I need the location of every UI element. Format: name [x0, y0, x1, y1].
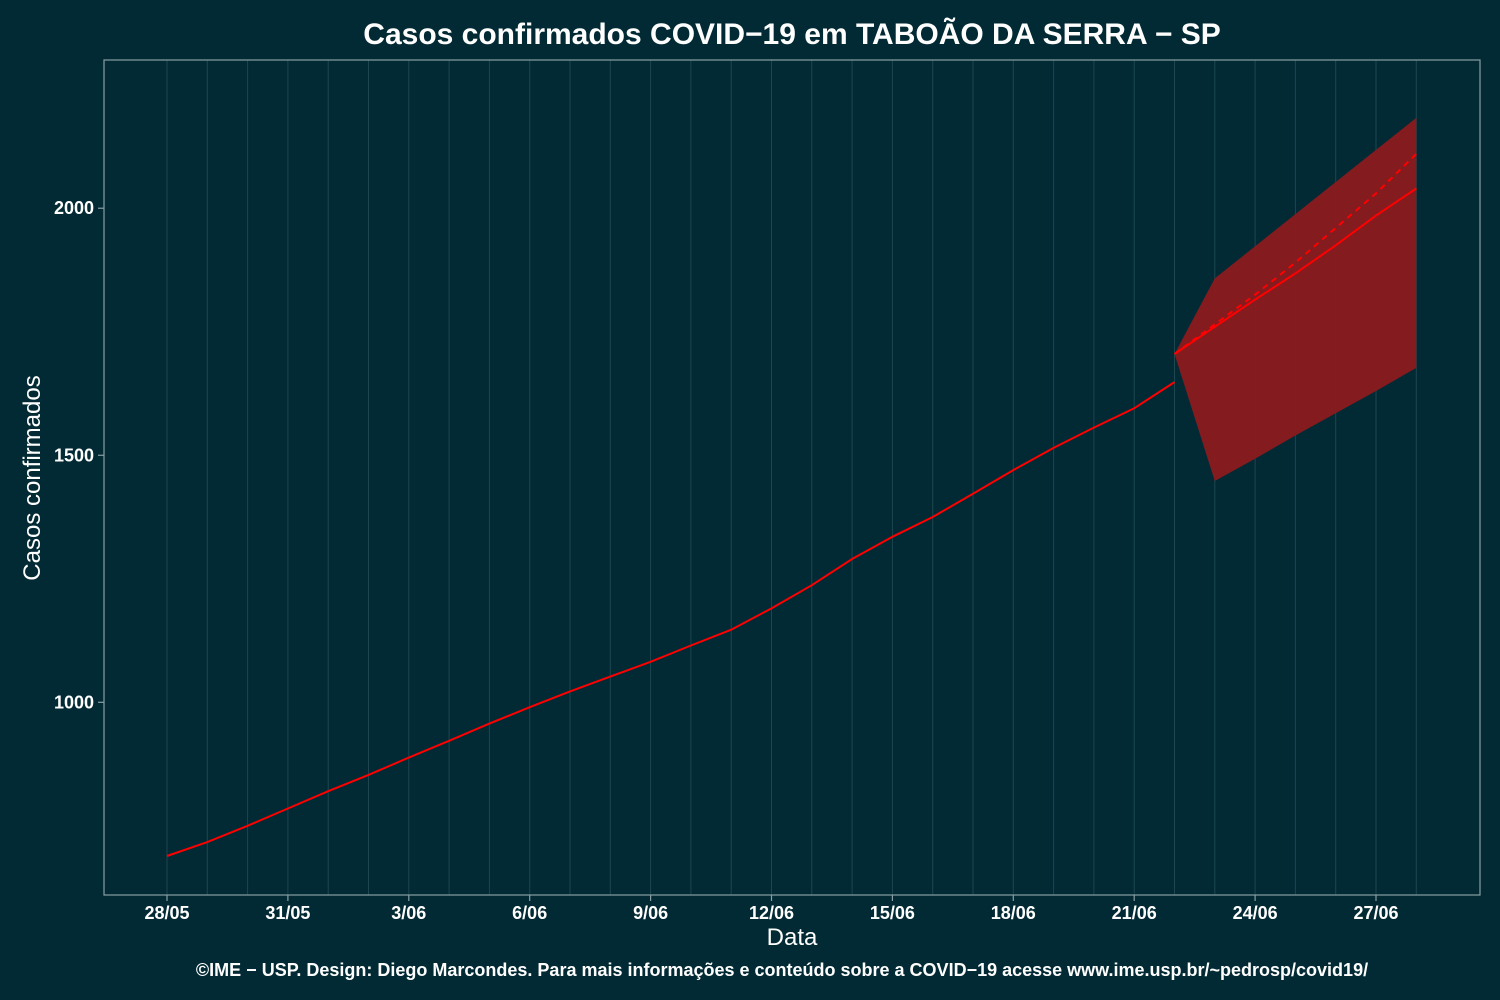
y-tick-label: 2000: [54, 198, 94, 218]
x-tick-label: 27/06: [1353, 903, 1398, 923]
plot-border: [103, 59, 1481, 896]
x-axis-label: Data: [767, 924, 818, 951]
forecast-trend-line: [1173, 153, 1417, 355]
chart-title: Casos confirmados COVID−19 em TABOÃO DA …: [363, 17, 1220, 51]
x-tick-label: 18/06: [991, 903, 1036, 923]
y-tick-label: 1000: [54, 692, 94, 712]
y-axis-ticks: 1000 1500 2000: [54, 198, 104, 712]
footer-credit: ©IME − USP. Design: Diego Marcondes. Par…: [196, 960, 1368, 980]
observed-series-line: [166, 381, 1176, 857]
x-tick-label: 6/06: [512, 903, 547, 923]
x-tick-label: 3/06: [391, 903, 426, 923]
x-tick-label: 9/06: [633, 903, 668, 923]
x-tick-label: 31/05: [265, 903, 310, 923]
forecast-central-line: [1173, 187, 1417, 355]
y-axis-label: Casos confirmados: [19, 375, 46, 580]
x-axis-ticks: 28/05 31/05 3/06 6/06 9/06 12/06 15/06 18/06 21/…: [144, 895, 1399, 923]
forecast-interval-area: [1174, 117, 1417, 481]
x-tick-label: 21/06: [1112, 903, 1157, 923]
grid-lines: [166, 60, 1417, 895]
x-tick-label: 24/06: [1233, 903, 1278, 923]
x-tick-label: 12/06: [749, 903, 794, 923]
x-tick-label: 15/06: [870, 903, 915, 923]
y-tick-label: 1500: [54, 445, 94, 465]
series-lines: [166, 153, 1417, 857]
forecast-band: [1174, 117, 1417, 481]
x-tick-label: 28/05: [144, 903, 189, 923]
